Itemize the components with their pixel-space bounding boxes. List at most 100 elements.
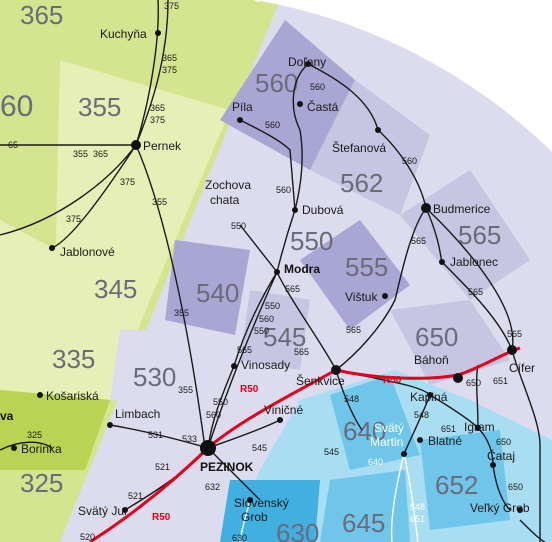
zone-540-area [165, 240, 250, 335]
line-num: 355 [73, 149, 88, 159]
road-label-r50-b: R50 [383, 375, 402, 386]
road-label-r50-c: R50 [152, 512, 171, 523]
stop-label-kaplna: Kaplná [410, 390, 448, 404]
stop-label-va: va [0, 409, 14, 423]
zone-630-area [220, 480, 320, 542]
stop-dot-bahon [453, 373, 463, 383]
zone-label-550: 550 [290, 226, 333, 256]
zone-640-area [330, 375, 420, 470]
stop-label-vinicne: Viničné [264, 403, 303, 417]
line-num: 375 [162, 65, 177, 75]
stop-label-jablonec: Jablonec [450, 255, 498, 269]
zone-label-345: 345 [94, 274, 137, 304]
stop-label-kosariska: Košariská [46, 389, 99, 403]
zone-652-area [420, 430, 510, 530]
line-num: 355 [178, 385, 193, 395]
stop-dot-vistuk [382, 293, 388, 299]
line-num: 548 [410, 502, 425, 512]
road-label-r50-a: R50 [240, 384, 259, 395]
zone-label-355: 355 [78, 92, 121, 122]
zone-645-area [320, 470, 410, 542]
stop-dot-slovensky-grob [247, 497, 253, 503]
zone-label-630: 630 [276, 518, 319, 542]
line-num: 640 [368, 457, 383, 467]
zone-562-area [310, 80, 430, 215]
line-num: 565 [294, 347, 309, 357]
stop-label-igram: Igram [464, 420, 495, 434]
zone-label-650: 650 [415, 322, 458, 352]
zone-label-365: 365 [20, 0, 63, 30]
line-num: 565 [468, 287, 483, 297]
line-num: 521 [155, 462, 170, 472]
zone-label-335: 335 [52, 344, 95, 374]
stop-label-senkvice: Šenkvice [296, 373, 345, 388]
stop-dot-kaplna [427, 392, 433, 398]
zone-345-area [0, 220, 150, 400]
zone-label-562: 562 [340, 168, 383, 198]
line-num: 550 [231, 221, 246, 231]
line-num: 375 [120, 177, 135, 187]
line-num: 375 [66, 214, 81, 224]
stop-label-limbach: Limbach [115, 407, 160, 421]
stop-markers [11, 30, 523, 513]
stop-dot-stefanova [375, 127, 381, 133]
stop-dot-dubova [292, 207, 298, 213]
zone-label-530: 530 [133, 362, 176, 392]
line-num: 355 [174, 308, 189, 318]
stop-labels: Kuchyňa Pernek Jablonové Košariská Borin… [0, 27, 535, 524]
line-num: 650 [466, 378, 481, 388]
stop-dot-borinka [11, 445, 17, 451]
line-num: 560 [310, 82, 325, 92]
zone-365-area [0, 0, 260, 110]
line-num: 560 [276, 185, 291, 195]
zone-label-640: 640 [343, 416, 386, 446]
stop-label-svatyjur: Svätý Jur [78, 504, 128, 518]
stop-label-dubova: Dubová [302, 203, 344, 217]
zone-label-555: 555 [345, 252, 388, 282]
stop-label-zochova: Zochova [205, 178, 251, 192]
line-num: 545 [324, 447, 339, 457]
line-num: 355 [152, 197, 167, 207]
stop-dot-pila [237, 117, 243, 123]
line-num: 650 [508, 482, 523, 492]
line-num: 560 [265, 120, 280, 130]
stop-label-pezinok: PEZINOK [200, 460, 254, 474]
zone-650-area [390, 300, 510, 385]
stop-label-blatne: Blatné [428, 434, 462, 448]
stop-label-borinka: Borinka [21, 442, 62, 456]
line-num: 545 [252, 443, 267, 453]
line-num: 365 [93, 149, 108, 159]
stop-label-pernek: Pernek [143, 139, 182, 153]
line-num: 565 [346, 325, 361, 335]
stop-dot-kuchyna [155, 30, 161, 36]
stop-dot-vinicne [277, 417, 283, 423]
line-num: 325 [27, 430, 42, 440]
stop-dot-limbach [107, 422, 113, 428]
line-num: 560 [259, 314, 274, 324]
line-num: 520 [80, 532, 95, 542]
line-num: 375 [150, 115, 165, 125]
line-numbers: 375 365 375 365 375 355 365 375 355 375 … [8, 1, 523, 542]
road-r50: R50 R50 R50 [89, 346, 521, 542]
stop-label-stefanova: Štefanová [332, 140, 386, 155]
zone-555-area [300, 220, 410, 330]
zone-label-540: 540 [196, 278, 239, 308]
zone-label-325: 325 [20, 468, 63, 498]
line-num: 550 [254, 326, 269, 336]
stop-dot-jablonove [49, 245, 55, 251]
stop-dot-pezinok [200, 440, 216, 456]
line-num: 632 [205, 482, 220, 492]
zone-label-652: 652 [435, 470, 478, 500]
line-num: 560 [206, 410, 221, 420]
line-num: 565 [411, 236, 426, 246]
stop-label-jablonove: Jablonové [60, 245, 115, 259]
zone-label-565: 565 [458, 220, 501, 250]
zone-560-area [220, 20, 355, 170]
line-num: 565 [507, 329, 522, 339]
stop-label-slovensky: Slovenský [234, 496, 289, 510]
line-num: 521 [128, 491, 143, 501]
stop-label-pila: Píla [232, 100, 253, 114]
line-num: 550 [265, 301, 280, 311]
